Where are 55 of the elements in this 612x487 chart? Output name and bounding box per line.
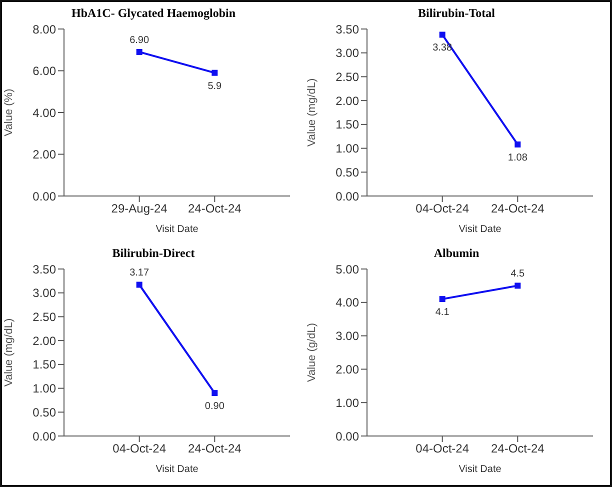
y-tick-label: 1.00 (336, 396, 360, 410)
x-tick-label: 04-Oct-24 (416, 442, 470, 456)
y-tick-label: 4.00 (336, 296, 360, 310)
x-tick-label: 24-Oct-24 (490, 442, 545, 456)
x-tick-label: 24-Oct-24 (188, 202, 242, 216)
y-tick-label: 5.00 (336, 262, 360, 276)
y-tick-label: 2.00 (32, 334, 56, 348)
y-tick-label: 3.00 (336, 329, 360, 344)
y-tick-label: 0.00 (336, 189, 360, 204)
x-tick-label: 24-Oct-24 (490, 202, 545, 216)
y-tick-label: 1.00 (336, 142, 360, 156)
chart-title: Albumin (432, 245, 480, 261)
x-axis-title: Visit Date (458, 464, 502, 475)
y-tick-label: 2.00 (336, 94, 360, 108)
data-label: 3.38 (432, 42, 452, 54)
y-axis-title: Value (mg/dL) (2, 318, 15, 387)
y-tick-label: 4.00 (32, 106, 56, 120)
y-tick-label: 3.50 (32, 262, 56, 276)
data-label: 6.90 (130, 34, 150, 46)
y-tick-label: 2.00 (32, 148, 56, 162)
y-tick-label: 1.50 (336, 118, 360, 132)
x-tick-label: 29-Aug-24 (111, 202, 168, 216)
y-tick-label: 2.50 (336, 70, 360, 84)
chart-title: Bilirubin-Total (417, 5, 496, 21)
x-axis-title: Visit Date (156, 464, 199, 475)
y-tick-label: 0.00 (32, 189, 56, 204)
data-label: 4.5 (510, 268, 526, 280)
y-tick-label: 0.00 (32, 429, 56, 444)
x-tick-label: 04-Oct-24 (112, 442, 166, 456)
data-label: 4.1 (435, 307, 450, 318)
y-tick-label: 2.00 (336, 362, 360, 376)
y-tick-label: 1.50 (32, 358, 56, 372)
x-tick-label: 04-Oct-24 (416, 202, 470, 216)
y-tick-label: 0.50 (32, 405, 56, 420)
chart-title: HbA1C- Glycated Haemoglobin (70, 5, 236, 21)
y-tick-label: 8.00 (32, 22, 56, 36)
x-axis-title: Visit Date (156, 224, 199, 235)
y-axis-title: Value (g/dL) (306, 322, 318, 382)
y-tick-label: 6.00 (32, 64, 56, 78)
y-tick-label: 0.00 (336, 429, 360, 444)
x-tick-label: 24-Oct-24 (188, 442, 242, 456)
data-label: 5.9 (208, 80, 222, 92)
data-label: 0.90 (204, 401, 225, 412)
y-tick-label: 3.00 (336, 46, 360, 60)
y-axis-title: Value (mg/dL) (306, 78, 318, 147)
y-tick-label: 2.50 (32, 310, 56, 324)
y-tick-label: 3.50 (336, 22, 360, 36)
data-label: 1.08 (508, 152, 528, 164)
y-tick-label: 1.00 (32, 382, 56, 396)
y-axis-title: Value (%) (2, 88, 15, 136)
y-tick-label: 3.00 (32, 286, 56, 300)
x-axis-title: Visit Date (458, 224, 502, 235)
y-tick-label: 0.50 (336, 165, 360, 180)
chart-title: Bilirubin-Direct (111, 245, 196, 261)
data-label: 3.17 (130, 268, 150, 279)
